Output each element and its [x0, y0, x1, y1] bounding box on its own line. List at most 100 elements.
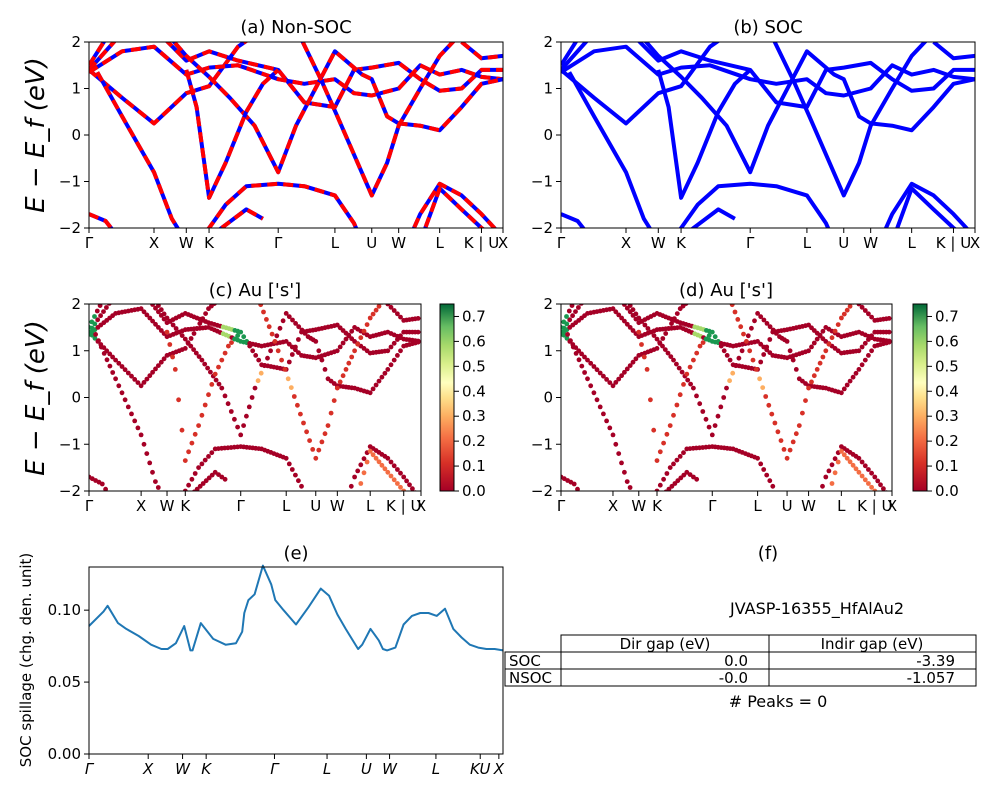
- projected-point: [610, 383, 616, 389]
- projected-point: [391, 477, 397, 483]
- projected-point: [379, 374, 385, 380]
- projected-point: [225, 401, 231, 407]
- projected-point: [571, 481, 577, 487]
- projected-point: [286, 461, 292, 467]
- projected-point: [561, 319, 567, 325]
- projected-point: [660, 336, 666, 341]
- cbar-tick-label: 0.2: [462, 432, 486, 450]
- projected-point: [286, 314, 292, 320]
- projected-point: [790, 439, 796, 445]
- band-soc-7: [206, 181, 359, 228]
- projected-point: [758, 314, 764, 320]
- projected-point: [654, 488, 660, 491]
- projected-point: [101, 309, 106, 314]
- projected-point: [706, 424, 712, 430]
- projected-point: [585, 376, 590, 382]
- projected-point: [859, 362, 865, 368]
- projected-point: [203, 478, 209, 484]
- projected-point: [395, 311, 400, 317]
- projected-point: [778, 438, 784, 443]
- ytick-label-d: 2: [543, 295, 553, 313]
- projected-point: [100, 298, 105, 303]
- projected-point: [316, 348, 322, 354]
- projected-point: [691, 385, 696, 391]
- projected-point: [687, 472, 693, 477]
- band-soc-7: [678, 181, 831, 228]
- table-row-nsoc-indir: -1.057: [907, 669, 955, 687]
- xtick-label-e: X: [142, 760, 154, 778]
- projected-point: [252, 385, 258, 391]
- projected-point: [92, 335, 98, 341]
- projected-point: [823, 503, 828, 508]
- projected-point: [141, 309, 147, 315]
- projected-point: [127, 291, 132, 296]
- projected-point: [206, 454, 211, 459]
- xtick-label-c: Γ: [237, 497, 246, 515]
- band-nsoc-13: [460, 42, 503, 61]
- projected-point: [328, 410, 334, 416]
- projected-point: [775, 429, 781, 435]
- ytick-label-c: 0: [71, 389, 81, 407]
- xtick-label-b: U: [838, 234, 849, 252]
- projected-point: [636, 315, 642, 321]
- projected-point: [191, 347, 197, 352]
- projected-point: [104, 357, 110, 363]
- projected-point: [869, 348, 874, 354]
- xtick-label-e: L: [432, 760, 440, 778]
- projected-point: [310, 447, 316, 452]
- ytick-label-b: 1: [543, 80, 553, 98]
- ytick-label-e: 0.00: [48, 745, 81, 763]
- projected-point: [622, 318, 627, 324]
- projected-point: [325, 423, 331, 428]
- xtick-label-d: L: [753, 497, 762, 515]
- projected-point: [847, 304, 853, 309]
- projected-point: [286, 341, 292, 347]
- projected-point: [610, 432, 616, 438]
- cbar-tick-label: 0.1: [462, 457, 486, 475]
- projected-point: [337, 379, 343, 385]
- projected-point: [228, 409, 234, 414]
- projected-point: [404, 478, 409, 484]
- projected-point: [334, 385, 340, 391]
- projected-point: [398, 470, 403, 476]
- band-soc-9: [883, 181, 970, 228]
- projected-point: [364, 459, 370, 465]
- projected-point: [823, 348, 829, 354]
- projected-point: [644, 367, 650, 372]
- projected-point: [697, 343, 703, 349]
- projected-point: [268, 348, 273, 354]
- projected-point: [669, 321, 674, 326]
- projected-point: [132, 418, 138, 424]
- projected-point: [866, 481, 871, 486]
- projected-point: [681, 472, 687, 478]
- projected-point: [764, 321, 770, 326]
- projected-point: [106, 304, 112, 306]
- table-row-soc-label: SOC: [509, 652, 541, 670]
- projected-point: [630, 359, 636, 365]
- projected-point: [582, 354, 587, 360]
- material-id: JVASP-16355_HfAlAu2: [729, 599, 904, 619]
- projected-point: [334, 348, 340, 354]
- xtick-label-c: L: [366, 497, 375, 515]
- ytick-label-a: −1: [59, 173, 81, 191]
- band-soc-1: [561, 42, 975, 110]
- projected-point: [770, 483, 776, 489]
- xtick-label-c: X: [136, 497, 146, 515]
- cbar-tick-label: 0.6: [462, 332, 486, 350]
- projected-point: [385, 455, 391, 461]
- projected-point: [594, 397, 600, 403]
- projected-point: [176, 397, 182, 403]
- projected-point: [370, 311, 376, 317]
- projected-point: [681, 382, 686, 387]
- band-nsoc-2: [89, 42, 107, 67]
- projected-point: [760, 385, 766, 390]
- projected-point: [107, 351, 113, 357]
- projected-point: [706, 333, 712, 338]
- projected-point: [150, 295, 155, 300]
- ytick-label-a: 2: [71, 33, 81, 51]
- projected-point: [133, 289, 138, 294]
- projected-point: [346, 332, 352, 338]
- projected-point: [202, 402, 208, 408]
- band-nsoc-10: [423, 186, 486, 228]
- projected-point: [576, 305, 581, 310]
